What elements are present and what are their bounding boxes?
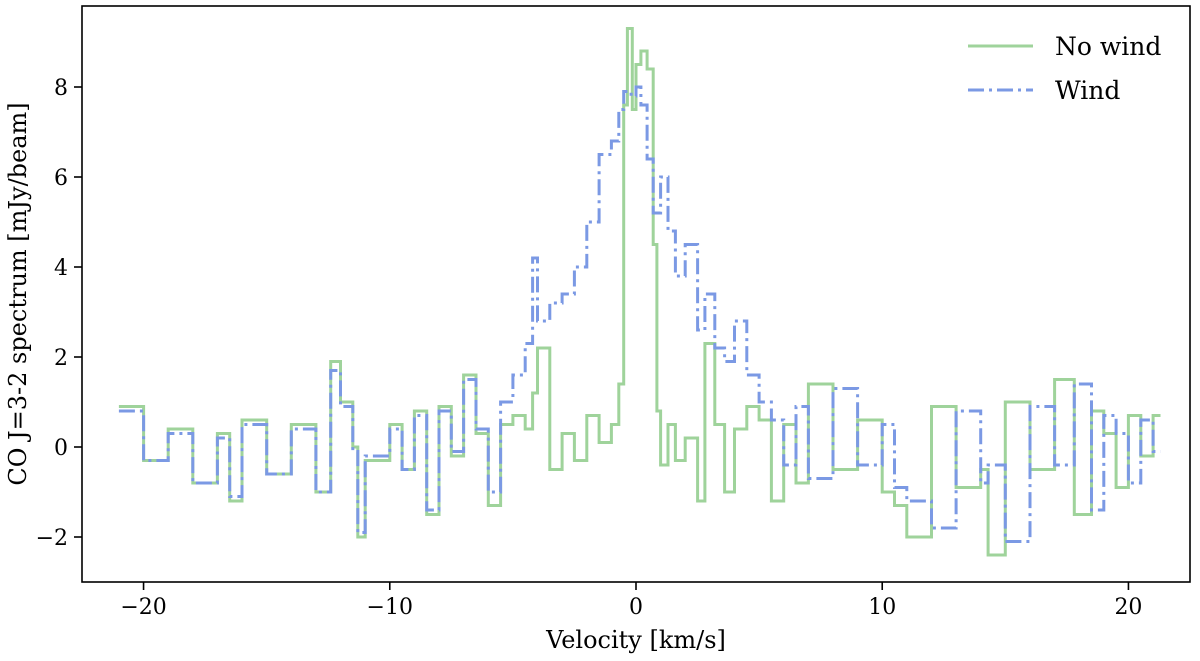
x-tick-label: 10: [868, 595, 896, 620]
y-tick-label: 2: [54, 346, 68, 371]
y-tick-label: −2: [36, 526, 68, 551]
y-tick-label: 0: [54, 436, 68, 461]
series-wind: [118, 85, 1161, 543]
legend: No wind Wind: [968, 32, 1161, 105]
legend-label-wind: Wind: [1055, 76, 1120, 105]
x-tick-label: 20: [1114, 595, 1142, 620]
x-tick-label: −20: [120, 595, 166, 620]
y-tick-label: 6: [54, 166, 68, 191]
x-tick-label: 0: [629, 595, 643, 620]
x-tick-label: −10: [367, 595, 413, 620]
legend-label-no-wind: No wind: [1055, 32, 1161, 61]
y-tick-label: 4: [54, 256, 68, 281]
series-layer: [118, 27, 1161, 557]
y-axis-label: CO J=3-2 spectrum [mJy/beam]: [4, 102, 32, 485]
y-tick-label: 8: [54, 76, 68, 101]
x-axis-label: Velocity [km/s]: [545, 626, 726, 654]
